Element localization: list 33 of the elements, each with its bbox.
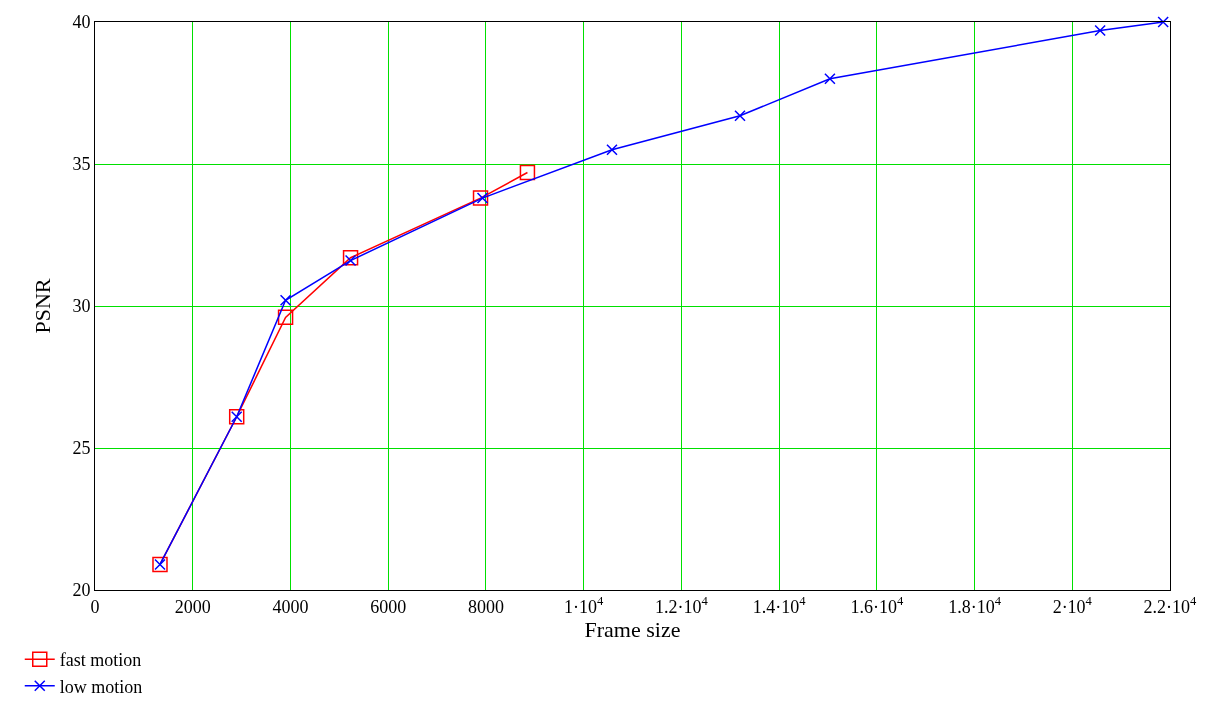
y-tick-label: 35: [72, 154, 91, 175]
point: [1094, 24, 1106, 37]
x-tick-label: 1.2·10$^{4}$: [654, 594, 709, 617]
y-tick-label: 30: [72, 296, 91, 317]
legend-label: low motion: [59, 676, 143, 697]
legend-label: fast motion: [59, 650, 142, 671]
point: [279, 294, 292, 307]
x-tick-label: 1·10$^{4}$: [563, 594, 604, 617]
point: [824, 73, 836, 85]
point: [342, 249, 359, 266]
y-tick-label: 25: [72, 438, 91, 459]
x-tick-label: 2·10$^{4}$: [1052, 594, 1093, 617]
point: [734, 109, 746, 122]
point: [519, 164, 536, 181]
point: [1157, 16, 1169, 28]
y-tick-label: 40: [72, 12, 91, 33]
x-tick-label: 6000: [370, 596, 407, 617]
point: [472, 190, 489, 206]
x-tick-label: 4000: [272, 596, 309, 617]
point: [344, 254, 357, 267]
x-axis-title: Frame size: [584, 616, 681, 642]
y-axis-title: PSNR: [30, 278, 56, 334]
point: [606, 144, 618, 156]
point: [277, 309, 294, 326]
point: [476, 192, 489, 204]
x-tick-label: 1.6·10$^{4}$: [850, 594, 904, 617]
x-tick-label: 2.2·10$^{4}$: [1143, 594, 1198, 617]
x-tick-label: 0: [90, 596, 100, 617]
x-tick-label: 1.8·10$^{4}$: [948, 594, 1002, 617]
y-tick-label: 20: [72, 580, 91, 601]
x-tick-label: 8000: [467, 596, 504, 617]
x-tick-label: 2000: [174, 596, 211, 617]
x-tick-label: 1.4·10$^{4}$: [752, 594, 807, 617]
